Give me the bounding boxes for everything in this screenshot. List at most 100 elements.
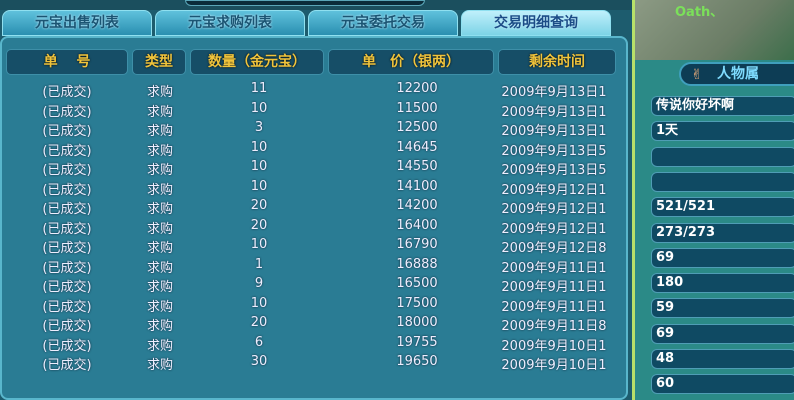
cell-order-no: (已成交) [42,319,92,334]
tab-trade-details[interactable]: 交易明细查询 [461,10,611,36]
cell-order-no: (已成交) [42,221,92,237]
table-row[interactable]: (已成交) 求购 10 16790 2009年9月12日8 [2,236,622,256]
attribute-field: 69 [651,247,794,268]
table-body: (已成交) 求购 11 12200 2009年9月13日1 (已成交) 求购 10 11500 2… [2,80,622,373]
cell-quantity: 9 [254,276,264,291]
table-row[interactable]: (已成交) 求购 10 14645 2009年9月13日5 [2,139,622,159]
cell-price: 17500 [396,295,438,311]
cell-price: 16888 [396,256,438,272]
cell-type: 求购 [146,85,173,100]
cell-price: 14550 [396,159,438,174]
cell-quantity: 6 [254,334,264,350]
cell-type: 求购 [146,163,173,178]
table-row[interactable]: (已成交) 求购 20 16400 2009年9月12日1 [2,217,622,237]
cell-price: 14200 [396,198,438,213]
cell-order-no: (已成交) [42,280,92,295]
cell-type: 求购 [146,221,173,237]
cell-quantity: 1 [254,256,264,272]
attribute-field [651,171,794,192]
cell-price: 12200 [396,81,438,96]
top-frame [0,0,640,10]
cell-quantity: 11 [250,81,268,96]
table-row[interactable]: (已成交) 求购 1 16888 2009年9月11日1 [2,256,622,276]
table-row[interactable]: (已成交) 求购 3 12500 2009年9月13日1 [2,119,622,139]
cell-order-no: (已成交) [42,104,92,120]
cell-quantity: 3 [254,120,264,135]
cell-quantity: 20 [250,315,268,330]
top-slot [185,0,425,6]
attribute-field [651,146,794,167]
table-row[interactable]: (已成交) 求购 10 17500 2009年9月11日1 [2,295,622,315]
cell-quantity: 10 [250,159,268,174]
cell-type: 求购 [146,319,173,334]
attribute-field: 59 [651,298,794,319]
table-row[interactable]: (已成交) 求购 11 12200 2009年9月13日1 [2,80,622,100]
attribute-field: 48 [651,349,794,369]
cell-remaining-time: 2009年9月10日1 [501,338,607,354]
cell-remaining-time: 2009年9月11日1 [501,260,607,276]
cell-price: 19650 [396,354,438,369]
header-quantity: 数量（金元宝） [190,49,324,75]
cell-type: 求购 [146,124,173,139]
table-row[interactable]: (已成交) 求购 10 14100 2009年9月12日1 [2,178,622,198]
cell-order-no: (已成交) [42,241,92,256]
cell-quantity: 10 [250,295,268,311]
cell-price: 16400 [396,217,438,233]
attribute-field: 69 [651,323,794,344]
table-row[interactable]: (已成交) 求购 10 11500 2009年9月13日1 [2,100,622,120]
cell-order-no: (已成交) [42,338,92,354]
cell-remaining-time: 2009年9月13日5 [501,163,607,178]
cell-type: 求购 [146,280,173,295]
cell-type: 求购 [146,358,173,373]
table-header: 单 号 类型 数量（金元宝） 单 价（银两） 剩余时间 [6,49,616,75]
cell-remaining-time: 2009年9月12日8 [501,241,607,256]
cell-order-no: (已成交) [42,182,92,198]
cell-order-no: (已成交) [42,260,92,276]
attribute-field: 180 [651,273,794,294]
cell-quantity: 20 [250,198,268,213]
cell-price: 12500 [396,120,438,135]
cell-type: 求购 [146,338,173,354]
attribute-field: 273/273 [651,222,794,243]
hand-icon: ✌ [691,67,703,83]
header-price: 单 价（银两） [328,49,494,75]
character-panel: Oath、 ✌ 人物属 传说你好坏啊 1天 521/521 273/273 69 180 59… [632,0,794,400]
table-row[interactable]: (已成交) 求购 6 19755 2009年9月10日1 [2,334,622,354]
player-name: Oath、 [675,5,724,20]
cell-price: 16790 [396,237,438,252]
table-row[interactable]: (已成交) 求购 20 14200 2009年9月12日1 [2,197,622,217]
cell-order-no: (已成交) [42,124,92,139]
tab-buy-list[interactable]: 元宝求购列表 [155,10,305,36]
cell-type: 求购 [146,241,173,256]
cell-remaining-time: 2009年9月11日1 [501,299,607,315]
cell-price: 14645 [396,139,438,155]
cell-remaining-time: 2009年9月12日1 [501,221,607,237]
cell-type: 求购 [146,143,173,159]
table-row[interactable]: (已成交) 求购 20 18000 2009年9月11日8 [2,314,622,334]
header-remaining-time: 剩余时间 [498,49,616,75]
trade-table-panel: 单 号 类型 数量（金元宝） 单 价（银两） 剩余时间 (已成交) 求购 11 122… [0,36,628,400]
attribute-field: 传说你好坏啊 [651,96,794,116]
cell-quantity: 20 [250,217,268,233]
cell-quantity: 10 [250,237,268,252]
cell-price: 11500 [396,100,438,116]
cell-remaining-time: 2009年9月11日1 [501,280,607,295]
cell-order-no: (已成交) [42,202,92,217]
cell-price: 19755 [396,334,438,350]
tab-bar: 元宝出售列表 元宝求购列表 元宝委托交易 交易明细查询 [2,10,611,36]
cell-quantity: 10 [250,100,268,116]
cell-type: 求购 [146,260,173,276]
tab-sell-list[interactable]: 元宝出售列表 [2,10,152,36]
tab-consign-trade[interactable]: 元宝委托交易 [308,10,458,36]
panel-title: ✌ 人物属 [679,62,794,86]
cell-quantity: 10 [250,139,268,155]
table-row[interactable]: (已成交) 求购 30 19650 2009年9月10日1 [2,353,622,373]
cell-remaining-time: 2009年9月13日1 [501,85,607,100]
cell-type: 求购 [146,182,173,198]
cell-remaining-time: 2009年9月12日1 [501,182,607,198]
table-row[interactable]: (已成交) 求购 10 14550 2009年9月13日5 [2,158,622,178]
cell-remaining-time: 2009年9月13日5 [501,143,607,159]
cell-type: 求购 [146,202,173,217]
cell-remaining-time: 2009年9月13日1 [501,104,607,120]
table-row[interactable]: (已成交) 求购 9 16500 2009年9月11日1 [2,275,622,295]
